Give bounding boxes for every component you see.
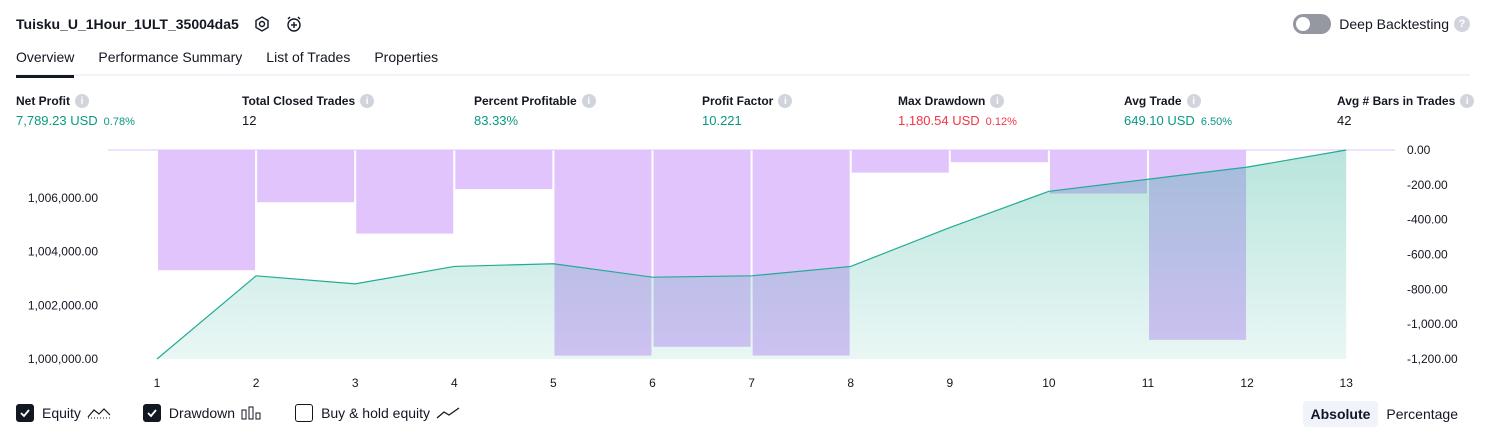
y-left-tick-label: 1,004,000.00 [28,245,98,259]
chart-legend: Equity Drawdown Buy & hold equity [16,404,492,422]
help-icon[interactable]: ? [1454,16,1470,32]
x-tick-label: 11 [1142,376,1155,390]
metric-label: Max Drawdown [898,94,986,108]
info-icon[interactable]: i [1186,94,1201,108]
tab-performance-summary[interactable]: Performance Summary [98,49,243,65]
info-icon[interactable]: i [75,94,89,108]
drawdown-bar [158,150,256,271]
x-tick-label: 1 [154,376,161,390]
percentage-button[interactable]: Percentage [1386,406,1458,422]
x-tick-label: 2 [253,376,260,390]
x-tick-label: 12 [1240,376,1254,390]
x-tick-label: 6 [649,376,656,390]
settings-icon[interactable] [253,15,271,33]
info-icon[interactable]: i [360,94,375,108]
buy-hold-line-icon [436,406,460,420]
info-icon[interactable]: i [581,94,596,108]
equity-line-icon [87,406,111,420]
y-right-tick-label: -400.00 [1407,213,1448,227]
y-right-tick-label: -800.00 [1407,282,1448,296]
tab-properties[interactable]: Properties [374,49,439,65]
metric-percent: 6.50% [1200,116,1233,128]
legend-buy-hold[interactable]: Buy & hold equity [295,404,460,422]
metric-value: 42 [1337,113,1352,128]
y-right-tick-label: -1,200.00 [1407,352,1458,366]
metric-label: Net Profit [16,94,70,108]
add-alert-icon[interactable] [285,15,303,33]
metric-net-profit: Net Profit i 7,789.23 USD 0.78% [16,93,135,128]
x-tick-label: 10 [1042,376,1056,390]
metric-label: Avg Trade [1124,94,1182,108]
metric-avg-trade: Avg Trade i 649.10 USD 6.50% [1124,93,1232,128]
value-mode-switch: Absolute Percentage [1302,401,1467,427]
metric-value: 12 [242,113,257,128]
equity-drawdown-chart: 1,000,000.00 1,002,000.00 1,004,000.00 1,00… [28,143,1458,390]
metric-label: Percent Profitable [474,94,577,108]
y-right-tick-label: -200.00 [1407,178,1448,192]
deep-backtesting-label: Deep Backtesting [1339,16,1449,32]
legend-equity-label: Equity [42,405,81,421]
deep-backtesting-toggle[interactable] [1293,14,1332,34]
metric-percent: 0.78% [103,116,135,128]
metric-profit-factor: Profit Factor i 10.221 [702,93,793,128]
y-right-tick-label: -1,000.00 [1407,317,1458,331]
metric-max-drawdown: Max Drawdown i 1,180.54 USD 0.12% [898,93,1017,128]
tab-overview[interactable]: Overview [16,44,75,78]
metric-value: 10.221 [702,113,742,128]
drawdown-bars-icon [241,406,263,420]
deep-backtesting: Deep Backtesting ? [1293,12,1470,36]
info-icon[interactable]: i [990,94,1005,108]
drawdown-bar [851,150,949,173]
strategy-title: Tuisku_U_1Hour_1ULT_35004da5 [16,16,239,32]
metric-percent: 0.12% [985,116,1017,128]
y-left-tick-label: 1,006,000.00 [28,191,98,205]
tab-list-of-trades[interactable]: List of Trades [266,49,351,65]
y-left-tick-label: 1,002,000.00 [28,298,98,312]
absolute-button[interactable]: Absolute [1302,401,1379,427]
legend-equity[interactable]: Equity [16,404,111,422]
equity-checkbox[interactable] [16,404,34,422]
drawdown-bar [455,150,553,190]
info-icon[interactable]: i [778,94,793,108]
y-right-tick-label: -600.00 [1407,248,1448,262]
x-tick-label: 8 [847,376,854,390]
equity-area [157,150,1347,359]
x-tick-label: 9 [946,376,953,390]
drawdown-bar [950,150,1048,163]
drawdown-checkbox[interactable] [142,404,161,422]
metric-value: 649.10 USD [1124,113,1195,128]
tab-bar: Overview Performance Summary List of Tra… [16,44,1470,78]
metric-label: Total Closed Trades [242,94,356,108]
metric-value: 7,789.23 USD [16,113,98,128]
metric-percent-profitable: Percent Profitable i 83.33% [474,93,596,128]
y-right-tick-label: 0.00 [1407,143,1431,157]
metric-value: 1,180.54 USD [898,113,980,128]
metric-label: Avg # Bars in Trades [1337,94,1456,108]
x-tick-label: 5 [550,376,557,390]
metric-avg-bars: Avg # Bars in Trades i 42 [1337,93,1475,128]
y-left-tick-label: 1,000,000.00 [28,352,98,366]
x-tick-label: 13 [1340,376,1354,390]
x-tick-label: 3 [352,376,359,390]
buy-hold-checkbox[interactable] [295,404,314,422]
strategy-header: Tuisku_U_1Hour_1ULT_35004da5 [16,12,303,36]
x-tick-label: 4 [451,376,458,390]
drawdown-bar [257,150,355,203]
metric-label: Profit Factor [702,94,774,108]
metric-total-closed-trades: Total Closed Trades i 12 [242,93,375,128]
drawdown-bar [356,150,454,234]
legend-drawdown[interactable]: Drawdown [142,404,263,422]
x-tick-label: 7 [748,376,755,390]
legend-buy-hold-label: Buy & hold equity [321,405,431,421]
equity-line [156,149,1347,360]
legend-drawdown-label: Drawdown [168,405,236,421]
info-icon[interactable]: i [1460,94,1475,108]
metric-value: 83.33% [474,113,519,128]
